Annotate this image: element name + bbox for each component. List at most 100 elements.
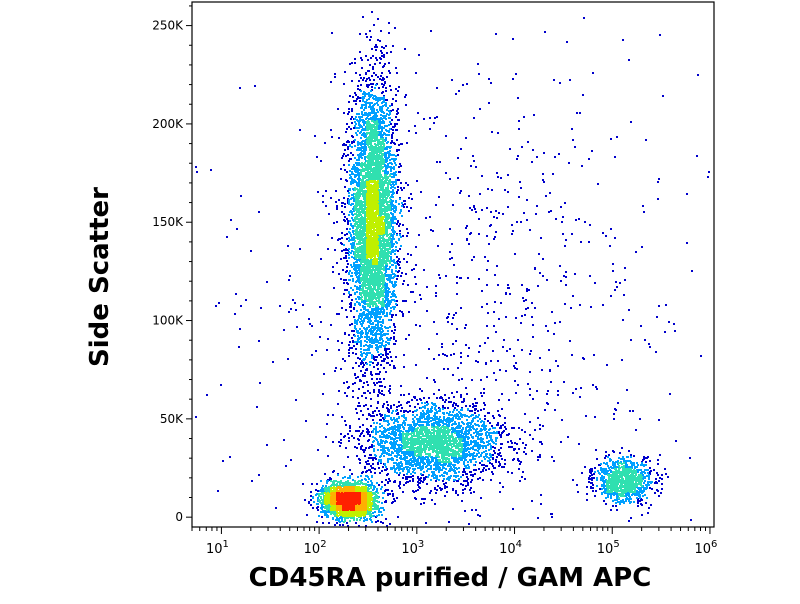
data-point xyxy=(379,327,381,329)
data-point xyxy=(359,358,361,360)
data-point xyxy=(406,473,408,475)
data-point xyxy=(540,237,542,239)
data-point xyxy=(484,458,486,460)
data-point xyxy=(357,182,359,184)
data-point xyxy=(468,347,470,349)
data-point xyxy=(387,327,389,329)
data-point xyxy=(475,424,477,426)
data-point xyxy=(539,441,541,443)
data-point xyxy=(383,47,385,49)
data-point xyxy=(473,206,475,208)
data-point xyxy=(398,225,400,227)
data-point xyxy=(485,469,487,471)
data-point xyxy=(373,366,375,368)
data-point xyxy=(234,313,236,315)
data-point xyxy=(350,223,352,225)
data-point xyxy=(362,374,364,376)
data-point xyxy=(357,357,359,359)
data-point xyxy=(449,258,451,260)
data-point xyxy=(349,469,351,471)
data-point xyxy=(422,460,424,462)
data-point xyxy=(460,459,462,461)
data-point xyxy=(391,242,393,244)
data-point xyxy=(406,453,408,455)
data-point xyxy=(372,436,374,438)
data-point xyxy=(438,196,440,198)
data-point xyxy=(445,482,447,484)
data-point xyxy=(360,351,362,353)
data-point xyxy=(383,127,385,129)
data-point xyxy=(313,501,315,503)
data-point xyxy=(641,463,643,465)
data-point xyxy=(503,430,505,432)
data-point xyxy=(674,330,676,332)
data-point xyxy=(593,473,595,475)
data-point xyxy=(357,339,359,341)
data-point xyxy=(443,483,445,485)
data-point xyxy=(379,98,381,100)
data-point xyxy=(360,156,362,158)
data-point xyxy=(421,414,423,416)
data-point xyxy=(347,456,349,458)
data-point xyxy=(382,334,384,336)
data-point xyxy=(596,388,598,390)
data-point xyxy=(446,421,448,423)
data-point xyxy=(655,351,657,353)
data-point xyxy=(348,164,350,166)
data-point xyxy=(479,447,481,449)
data-point xyxy=(387,342,389,344)
data-point xyxy=(572,295,574,297)
data-point xyxy=(405,482,407,484)
data-point xyxy=(361,316,363,318)
data-point xyxy=(386,160,388,162)
data-point xyxy=(353,127,355,129)
data-point xyxy=(355,100,357,102)
data-point xyxy=(516,158,518,160)
data-point xyxy=(348,237,350,239)
data-point xyxy=(638,469,640,471)
data-point xyxy=(490,82,492,84)
data-point xyxy=(518,120,520,122)
data-point xyxy=(361,147,363,149)
data-point xyxy=(380,353,382,355)
data-point xyxy=(369,317,371,319)
data-point xyxy=(541,443,543,445)
data-point xyxy=(571,233,573,235)
data-point xyxy=(302,304,304,306)
data-point xyxy=(445,275,447,277)
data-point xyxy=(525,308,527,310)
data-point xyxy=(456,328,458,330)
data-point xyxy=(485,434,487,436)
data-point xyxy=(368,336,370,338)
data-point xyxy=(455,423,457,425)
data-point xyxy=(369,39,371,41)
data-point xyxy=(380,449,382,451)
data-point xyxy=(409,410,411,412)
data-point xyxy=(449,465,451,467)
data-point xyxy=(591,482,593,484)
data-point xyxy=(641,514,643,516)
data-point xyxy=(491,425,493,427)
data-point xyxy=(389,392,391,394)
data-point xyxy=(494,236,496,238)
data-point xyxy=(348,201,350,203)
data-point xyxy=(392,273,394,275)
data-point xyxy=(359,120,361,122)
data-point xyxy=(348,440,350,442)
data-point xyxy=(374,46,376,48)
data-point xyxy=(473,455,475,457)
data-point xyxy=(390,191,392,193)
data-point xyxy=(565,276,567,278)
data-point xyxy=(372,467,374,469)
data-point xyxy=(346,218,348,220)
data-point xyxy=(370,519,372,521)
data-point xyxy=(382,417,384,419)
data-point xyxy=(433,379,435,381)
data-point xyxy=(433,468,435,470)
data-point xyxy=(412,465,414,467)
data-point xyxy=(395,174,397,176)
data-point xyxy=(390,258,392,260)
data-point xyxy=(355,353,357,355)
data-point xyxy=(446,418,448,420)
data-point xyxy=(357,88,359,90)
